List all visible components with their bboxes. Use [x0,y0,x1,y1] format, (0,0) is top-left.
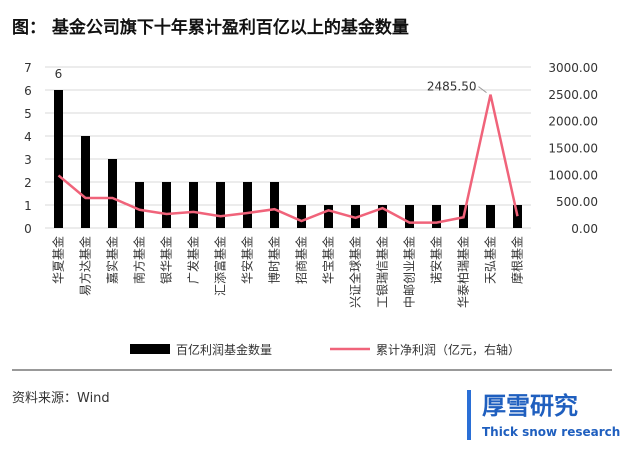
x-tick-label: 中邮创业基金 [402,236,417,308]
y-tick-label: 1 [24,199,32,213]
x-tick-label: 华宝基金 [321,236,336,284]
bar [243,182,252,228]
y-tick-label: 4 [24,130,32,144]
bar [378,205,387,228]
logo-subtitle: Thick snow research [482,425,620,439]
source: 资料来源：Wind [12,391,110,406]
legend-swatch [130,344,170,354]
bar [54,90,63,228]
x-tick-label: 银华基金 [159,236,174,284]
x-tick-label: 招商基金 [294,236,309,284]
x-tick-label: 天弘基金 [483,236,498,284]
y2-tick-label: 1500.00 [548,142,598,156]
y2-tick-label: 500.00 [556,195,598,209]
data-label: 6 [55,67,63,81]
bar [81,136,90,228]
bar [216,182,225,228]
y-tick-label: 5 [24,107,32,121]
bar [270,182,279,228]
x-tick-label: 工银瑞信基金 [375,236,390,308]
y2-tick-label: 0.00 [571,222,598,236]
x-tick-label: 广发基金 [186,236,201,284]
label-leader [478,86,487,94]
y-tick-label: 3 [24,153,32,167]
bar [135,182,144,228]
legend-label: 累计净利润（亿元，右轴） [376,342,520,357]
y2-tick-label: 3000.00 [548,61,598,75]
x-tick-label: 博时基金 [267,236,282,284]
chart-title: 图： 基金公司旗下十年累计盈利百亿以上的基金数量 [12,17,409,38]
bar [297,205,306,228]
line [57,94,519,224]
x-tick-label: 华泰柏瑞基金 [456,236,471,308]
y-tick-label: 6 [24,84,32,98]
x-tick-label: 易方达基金 [78,236,93,296]
bar [405,205,414,228]
x-tick-label: 南方基金 [132,236,147,284]
x-tick-label: 兴证全球基金 [348,236,363,308]
legend-label: 百亿利润基金数量 [176,342,272,357]
bar [324,205,333,228]
logo-name: 厚雪研究 [482,392,578,420]
y2-tick-label: 2000.00 [548,115,598,129]
bar [513,205,522,228]
y2-tick-label: 1000.00 [548,168,598,182]
y-tick-label: 7 [24,61,32,75]
logo-bar [467,390,471,440]
x-tick-label: 诺安基金 [429,236,444,284]
x-tick-label: 汇添富基金 [213,236,228,296]
x-tick-label: 华安基金 [240,236,255,284]
y-tick-label: 2 [24,176,32,190]
data-label: 2485.50 [427,80,477,94]
bar [432,205,441,228]
bar [486,205,495,228]
bar [108,159,117,228]
y-tick-label: 0 [24,222,32,236]
bar [189,182,198,228]
x-tick-label: 华夏基金 [51,236,66,284]
x-tick-label: 摩根基金 [510,236,525,284]
y2-tick-label: 2500.00 [548,88,598,102]
x-tick-label: 嘉实基金 [105,236,120,284]
bar [162,182,171,228]
